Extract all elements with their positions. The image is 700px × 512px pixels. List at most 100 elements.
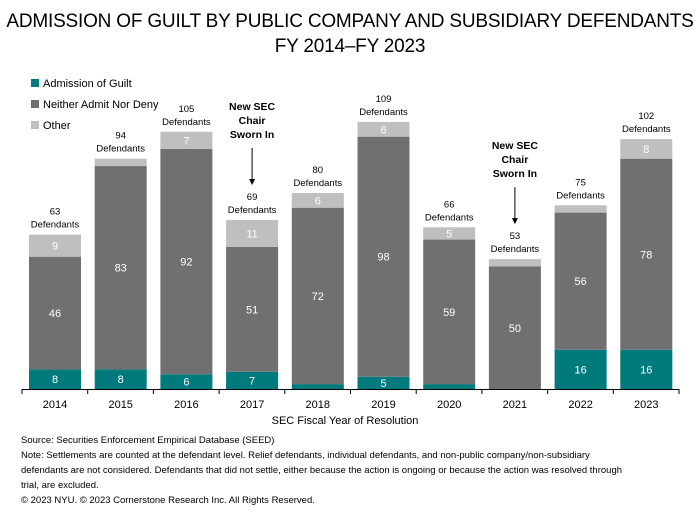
data-label: 16	[640, 364, 652, 376]
bar-segment-neither-admit-nor-deny-2018	[291, 207, 344, 385]
annotation-text: Sworn In	[230, 129, 274, 141]
bar-segment-admission-of-guilt-2016	[160, 374, 213, 389]
data-label: 8	[118, 374, 124, 386]
x-tick-label: 2016	[174, 399, 198, 411]
data-label: 72	[312, 291, 324, 303]
bar-segment-admission-of-guilt-2014	[29, 369, 81, 389]
bar-segment-admission-of-guilt-2019	[357, 376, 410, 389]
total-defendants-label: Defendants	[96, 144, 145, 155]
annotation-text: Chair	[501, 154, 528, 166]
bar-segment-admission-of-guilt-2018	[291, 384, 344, 389]
total-defendants-label: Defendants	[162, 117, 211, 128]
total-defendants-label: Defendants	[228, 205, 277, 216]
data-label: 7	[183, 135, 189, 147]
footer-note-line-2: defendants are not considered. Defendant…	[21, 465, 623, 476]
chart-subtitle: FY 2014–FY 2023	[274, 36, 426, 57]
annotation-arrow-head-icon	[249, 178, 256, 185]
annotation-text: New SEC	[492, 140, 539, 152]
bar-segment-other-2022	[554, 205, 607, 213]
data-label: 78	[640, 249, 652, 261]
legend-label: Other	[43, 120, 71, 132]
total-defendants-label: Defendants	[491, 244, 540, 255]
data-label: 50	[509, 323, 521, 335]
data-label: 6	[315, 195, 321, 207]
bar-segment-admission-of-guilt-2020	[423, 384, 476, 389]
total-defendants-label: Defendants	[622, 124, 671, 135]
data-label: 56	[574, 276, 586, 288]
annotation-arrow-head-icon	[511, 218, 518, 225]
total-defendants-label: Defendants	[294, 178, 343, 189]
bar-segment-admission-of-guilt-2022	[554, 349, 607, 389]
total-defendants-label: Defendants	[31, 220, 80, 231]
total-value-label: 66	[444, 199, 455, 210]
x-tick-label: 2017	[240, 399, 264, 411]
total-value-label: 80	[313, 165, 324, 176]
legend-swatch-other-icon	[31, 121, 39, 129]
data-label: 6	[183, 377, 189, 389]
total-value-label: 102	[638, 111, 654, 122]
data-label: 9	[52, 241, 58, 253]
bar-segment-other-2021	[488, 259, 541, 267]
x-tick-label: 2019	[371, 399, 395, 411]
bar-segment-neither-admit-nor-deny-2014	[29, 256, 81, 370]
annotation-text: New SEC	[229, 101, 276, 113]
data-label: 8	[52, 374, 58, 386]
x-tick-label: 2020	[437, 399, 461, 411]
x-axis-title: SEC Fiscal Year of Resolution	[272, 415, 419, 427]
stacked-bar-chart: 8 46 9 63 Defendants 2014 8 83 94 Defendants 2015 6…	[21, 94, 680, 427]
bar-segment-neither-admit-nor-deny-2016	[160, 148, 213, 375]
footer-note-line-1: Note: Settlements are counted at the def…	[21, 450, 590, 461]
bar-segment-other-2019	[357, 121, 410, 137]
x-tick-label: 2014	[43, 399, 67, 411]
bar-segment-admission-of-guilt-2015	[94, 369, 147, 389]
data-label: 11	[246, 228, 257, 240]
bar-segment-neither-admit-nor-deny-2023	[620, 158, 673, 350]
data-label: 98	[377, 252, 389, 264]
bar-segment-other-2016	[160, 131, 213, 149]
annotation-text: Chair	[239, 115, 266, 127]
legend-item-admission-of-guilt: Admission of Guilt	[31, 77, 132, 91]
data-label: 59	[443, 307, 455, 319]
x-tick-label: 2015	[108, 399, 132, 411]
annotation-text: Sworn In	[493, 168, 537, 180]
x-tick-label: 2021	[503, 399, 527, 411]
bar-segment-neither-admit-nor-deny-2021	[488, 266, 541, 389]
bar-segment-other-2014	[29, 234, 81, 257]
bar-segment-neither-admit-nor-deny-2022	[554, 212, 607, 350]
total-value-label: 105	[178, 104, 194, 115]
legend-label: Neither Admit Nor Deny	[43, 99, 159, 111]
total-value-label: 75	[575, 177, 586, 188]
bar-segment-admission-of-guilt-2023	[620, 349, 673, 389]
data-label: 51	[246, 304, 258, 316]
bar-segment-neither-admit-nor-deny-2017	[226, 246, 279, 372]
chart-title: ADMISSION OF GUILT BY PUBLIC COMPANY AND…	[6, 11, 694, 32]
x-tick-label: 2023	[634, 399, 658, 411]
footer-source: Source: Securities Enforcement Empirical…	[21, 435, 275, 446]
data-label: 5	[446, 228, 452, 240]
data-label: 46	[49, 308, 61, 320]
data-label: 6	[380, 124, 386, 136]
data-label: 83	[115, 263, 127, 275]
bar-segment-other-2020	[423, 227, 476, 240]
data-label: 16	[574, 364, 586, 376]
data-label: 92	[180, 257, 192, 269]
x-tick-label: 2018	[306, 399, 330, 411]
total-value-label: 109	[376, 94, 392, 105]
legend-swatch-admission-icon	[31, 79, 39, 87]
bar-segment-other-2017	[226, 219, 279, 247]
data-label: 5	[380, 378, 386, 390]
bar-segment-neither-admit-nor-deny-2019	[357, 136, 410, 377]
bar-segment-admission-of-guilt-2017	[226, 371, 279, 389]
total-value-label: 53	[510, 231, 521, 242]
footer-note-line-3: trial, are excluded.	[21, 480, 99, 491]
data-label: 7	[249, 375, 255, 387]
total-value-label: 63	[50, 207, 61, 218]
legend-label: Admission of Guilt	[43, 78, 132, 90]
bar-segment-other-2015	[94, 158, 147, 167]
bar-segment-neither-admit-nor-deny-2015	[94, 166, 147, 370]
total-value-label: 69	[247, 192, 258, 203]
legend-swatch-neither-icon	[31, 100, 39, 108]
total-defendants-label: Defendants	[425, 212, 474, 223]
bar-segment-neither-admit-nor-deny-2020	[423, 239, 476, 385]
total-value-label: 94	[115, 131, 126, 142]
